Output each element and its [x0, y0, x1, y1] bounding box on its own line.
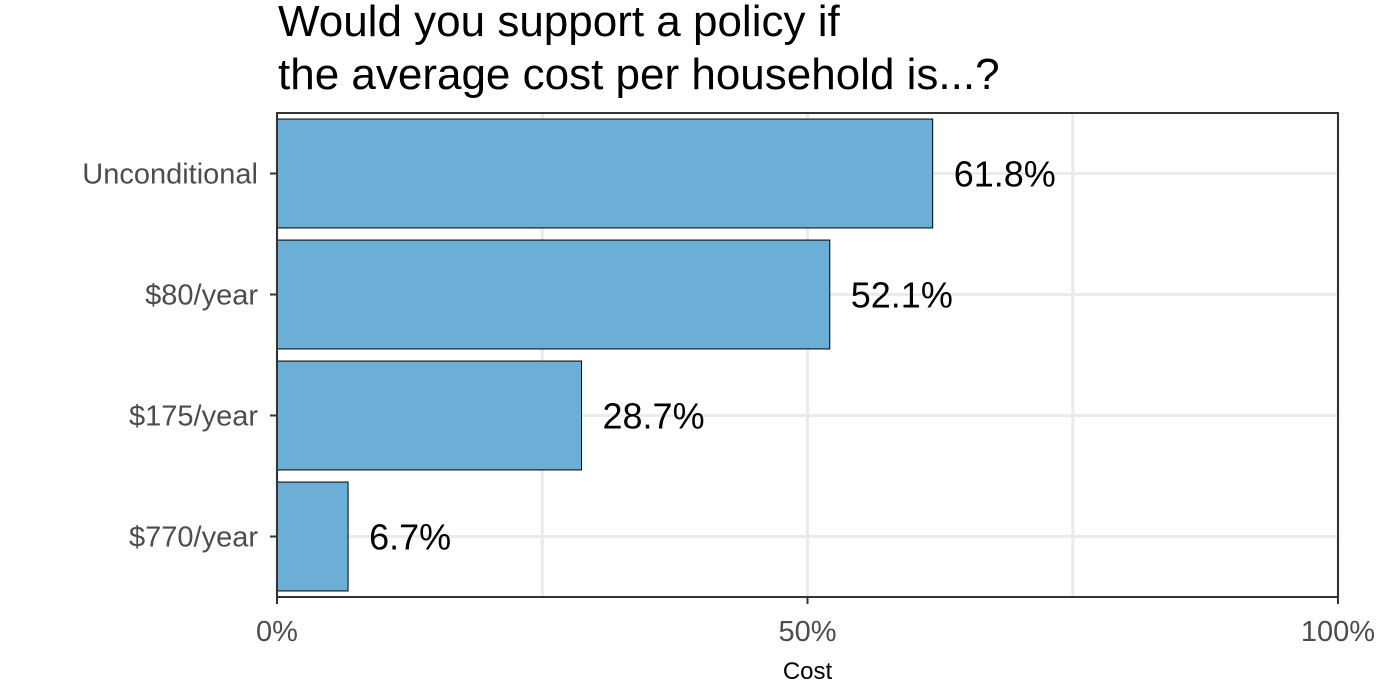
x-tick-label: 0% — [256, 616, 298, 648]
y-tick-label: Unconditional — [82, 159, 258, 191]
bar-1 — [276, 118, 934, 229]
bar-4 — [276, 481, 349, 592]
bar-2 — [276, 239, 831, 350]
chart-title-line-2: the average cost per household is...? — [278, 50, 1000, 99]
x-tick-label: 50% — [778, 616, 836, 648]
chart-title-line-1: Would you support a policy if — [278, 0, 840, 46]
bar-value-label: 6.7% — [369, 517, 451, 558]
y-tick-label: $175/year — [129, 401, 258, 433]
bar-value-label: 52.1% — [851, 275, 953, 316]
x-tick-label: 100% — [1301, 616, 1375, 648]
x-axis-title: Cost — [783, 658, 833, 685]
x-axis: 0% 50% 100% — [256, 597, 1375, 648]
bars — [276, 118, 934, 592]
bar-value-label: 61.8% — [954, 154, 1056, 195]
data-labels: 61.8% 52.1% 28.7% 6.7% — [369, 154, 1056, 558]
y-axis: Unconditional $80/year $175/year $770/year — [82, 159, 277, 554]
y-tick-label: $80/year — [145, 280, 258, 312]
bar-value-label: 28.7% — [603, 396, 705, 437]
y-tick-label: $770/year — [129, 522, 258, 554]
bar-3 — [276, 360, 583, 471]
